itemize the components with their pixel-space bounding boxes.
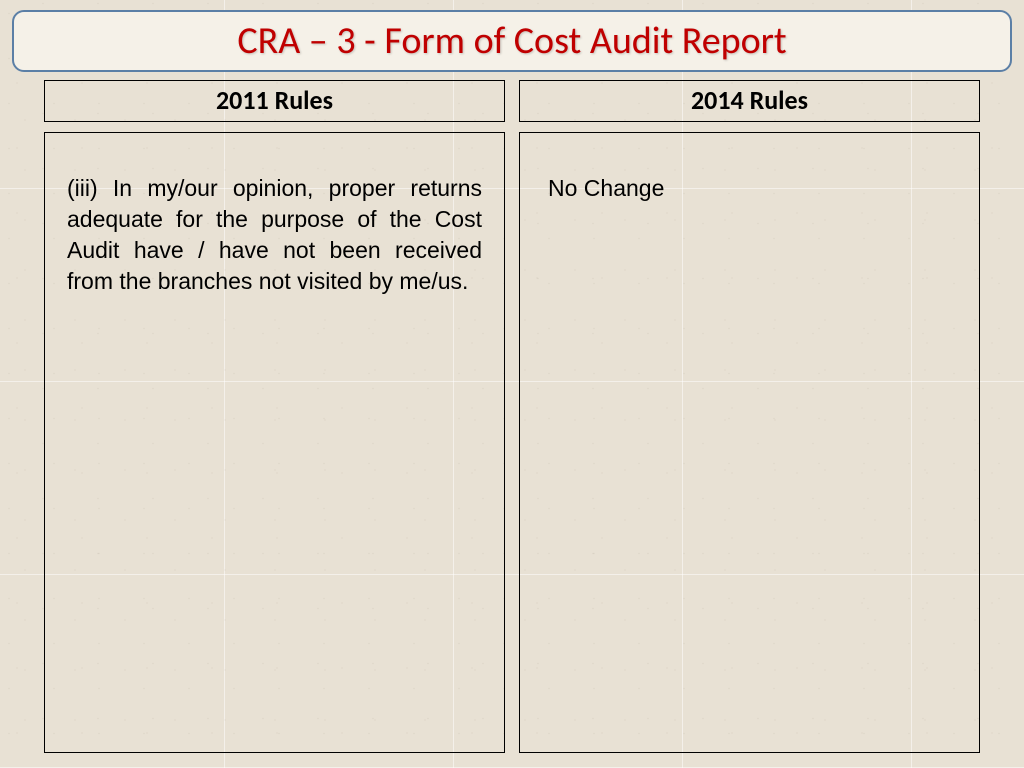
left-column-body: (iii) In my/our opinion, proper returns … bbox=[44, 132, 505, 753]
right-column-body: No Change bbox=[519, 132, 980, 753]
right-column-header: 2014 Rules bbox=[519, 80, 980, 122]
title-bar: CRA – 3 - Form of Cost Audit Report bbox=[12, 10, 1012, 72]
left-column: 2011 Rules (iii) In my/our opinion, prop… bbox=[44, 80, 505, 753]
comparison-columns: 2011 Rules (iii) In my/our opinion, prop… bbox=[12, 80, 1012, 753]
slide-background: CRA – 3 - Form of Cost Audit Report 2011… bbox=[0, 0, 1024, 768]
right-column-text: No Change bbox=[542, 173, 957, 204]
left-column-header: 2011 Rules bbox=[44, 80, 505, 122]
left-column-text: (iii) In my/our opinion, proper returns … bbox=[67, 173, 482, 297]
slide-title: CRA – 3 - Form of Cost Audit Report bbox=[24, 18, 1000, 64]
right-column: 2014 Rules No Change bbox=[519, 80, 980, 753]
